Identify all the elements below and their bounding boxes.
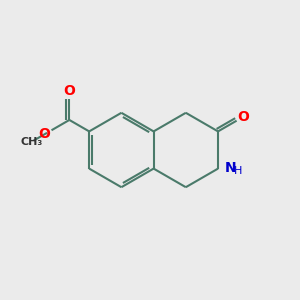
Text: H: H [233,166,242,176]
Text: O: O [63,84,75,98]
Text: CH₃: CH₃ [20,137,42,147]
Text: N: N [224,161,236,175]
Text: O: O [238,110,250,124]
Text: O: O [39,127,50,141]
